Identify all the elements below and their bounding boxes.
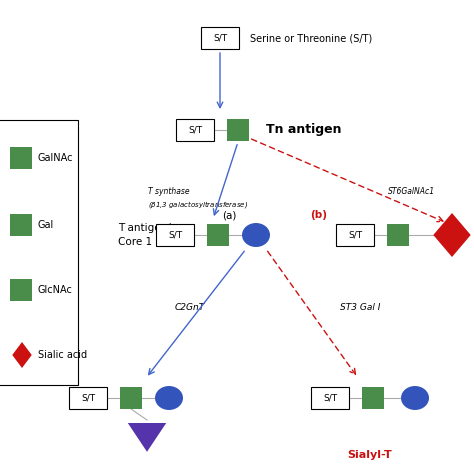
Text: C2GnT: C2GnT — [175, 303, 205, 312]
Bar — [120, 387, 142, 409]
Ellipse shape — [242, 223, 270, 247]
Text: T synthase: T synthase — [148, 188, 190, 197]
Text: Tn antigen: Tn antigen — [266, 124, 341, 137]
Text: GalNAc: GalNAc — [38, 153, 73, 163]
Text: Core 1: Core 1 — [118, 237, 152, 247]
Bar — [311, 387, 349, 409]
Text: S/T: S/T — [81, 393, 95, 402]
Text: (a): (a) — [222, 210, 237, 220]
Text: Sialyl-T: Sialyl-T — [347, 450, 392, 460]
Bar — [10, 214, 32, 236]
Ellipse shape — [401, 386, 429, 410]
Bar — [10, 279, 32, 301]
Bar — [207, 224, 229, 246]
Bar — [387, 224, 409, 246]
Bar — [0, 120, 78, 385]
Polygon shape — [128, 423, 166, 452]
Text: ($\beta$1,3 galactosyltransferase): ($\beta$1,3 galactosyltransferase) — [148, 199, 248, 210]
Bar — [201, 27, 239, 49]
Bar — [336, 224, 374, 246]
Text: S/T: S/T — [213, 34, 227, 43]
Text: S/T: S/T — [188, 126, 202, 135]
Text: ST6GalNAc1: ST6GalNAc1 — [388, 188, 435, 197]
Bar — [227, 119, 249, 141]
Bar — [176, 119, 214, 141]
Bar — [156, 224, 194, 246]
Text: T antigen/: T antigen/ — [118, 223, 171, 233]
Text: GlcNAc: GlcNAc — [38, 285, 73, 295]
Bar — [362, 387, 384, 409]
Text: (b): (b) — [310, 210, 327, 220]
Text: ST3 Gal I: ST3 Gal I — [340, 303, 380, 312]
Bar — [69, 387, 107, 409]
Text: Serine or Threonine (S/T): Serine or Threonine (S/T) — [250, 33, 372, 43]
Text: Sialic acid: Sialic acid — [38, 350, 87, 360]
Polygon shape — [433, 213, 471, 257]
Ellipse shape — [155, 386, 183, 410]
Text: Gal: Gal — [38, 220, 54, 230]
Text: S/T: S/T — [323, 393, 337, 402]
Text: S/T: S/T — [168, 230, 182, 239]
Polygon shape — [12, 342, 32, 368]
Bar — [10, 147, 32, 169]
Text: S/T: S/T — [348, 230, 362, 239]
